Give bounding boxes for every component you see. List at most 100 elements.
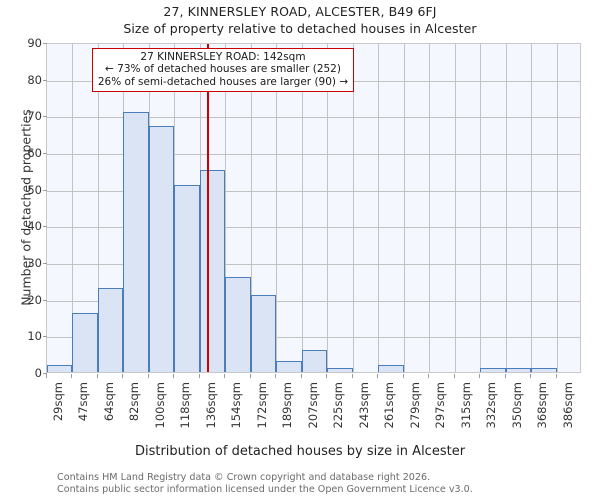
footer-line-1: Contains HM Land Registry data © Crown c…: [57, 472, 431, 483]
gridline: [72, 44, 73, 372]
x-axis-tick-mark: [71, 374, 73, 378]
chart-title: 27, KINNERSLEY ROAD, ALCESTER, B49 6FJ: [163, 4, 437, 19]
y-axis-tick-mark: [43, 79, 47, 81]
y-axis-tick-label: 0: [34, 366, 42, 380]
histogram-bar: [531, 368, 557, 372]
y-axis-tick-label: 20: [27, 292, 42, 307]
annotation-line-1: 27 KINNERSLEY ROAD: 142sqm: [140, 51, 306, 63]
x-axis-title: Distribution of detached houses by size …: [134, 444, 466, 459]
x-axis-tick-mark: [173, 374, 175, 378]
attribution-footer: Contains HM Land Registry data © Crown c…: [57, 472, 577, 496]
gridline: [327, 44, 328, 372]
histogram-bar: [327, 368, 353, 372]
histogram-bar: [480, 368, 506, 372]
histogram-bar: [148, 126, 175, 372]
x-axis-tick-label: 64sqm: [101, 382, 116, 422]
x-axis-tick-mark: [326, 374, 328, 378]
footer-line-2: Contains public sector information licen…: [57, 483, 473, 495]
x-axis-tick-label: 315sqm: [458, 382, 473, 429]
x-axis-tick-mark: [377, 374, 379, 378]
y-axis-tick-label: 80: [27, 72, 42, 87]
x-axis-tick-mark: [402, 374, 404, 378]
x-axis-tick-label: 368sqm: [535, 382, 550, 429]
property-size-marker-line: [206, 44, 209, 372]
annotation-line-3: 26% of semi-detached houses are larger (…: [97, 75, 349, 88]
gridline: [429, 44, 430, 372]
x-axis-tick-label: 261sqm: [382, 382, 397, 429]
x-axis-tick-mark: [147, 374, 149, 378]
histogram-bar: [72, 313, 98, 372]
x-axis-tick-label: 350sqm: [509, 382, 524, 429]
y-axis-tick-mark: [43, 226, 47, 228]
gridline: [557, 44, 558, 372]
property-annotation-box: 27 KINNERSLEY ROAD: 142sqm ← 73% of deta…: [92, 48, 354, 93]
y-axis-tick-label: 50: [27, 182, 42, 197]
histogram-bar: [225, 276, 251, 372]
y-axis-tick-mark: [43, 299, 47, 301]
x-axis-labels: 29sqm 47sqm 64sqm 82sqm 100sqm 118sqm 136sqm 15…: [46, 374, 581, 440]
y-axis-tick-mark: [43, 116, 47, 118]
y-axis-tick-mark: [43, 373, 47, 374]
gridline: [455, 44, 456, 372]
y-axis-tick-mark: [43, 153, 47, 154]
x-axis-tick-mark: [96, 374, 98, 378]
histogram-bar: [174, 185, 200, 372]
x-axis-tick-label: 279sqm: [407, 382, 422, 429]
x-axis-tick-mark: [555, 374, 557, 378]
x-axis-tick-mark: [479, 374, 481, 378]
gridline: [225, 44, 226, 372]
x-axis-tick-label: 332sqm: [484, 382, 499, 429]
x-axis-tick-label: 29sqm: [51, 382, 65, 422]
gridline: [47, 190, 580, 192]
histogram-bar: [250, 295, 277, 372]
gridline: [378, 44, 379, 372]
x-axis-tick-label: 118sqm: [178, 382, 193, 429]
x-axis-tick-label: 189sqm: [280, 382, 295, 429]
gridline: [98, 44, 99, 372]
x-axis-tick-mark: [428, 374, 430, 378]
histogram-bar: [505, 368, 532, 372]
gridline: [47, 227, 580, 229]
x-axis-tick-mark: [122, 374, 124, 378]
x-axis-tick-mark: [504, 374, 506, 378]
y-axis-tick-mark: [43, 263, 47, 264]
plot-area: [46, 43, 581, 373]
x-axis-tick-mark: [530, 374, 532, 378]
gridline: [47, 337, 580, 339]
y-axis-tick-label: 40: [27, 219, 42, 234]
x-axis-tick-label: 297sqm: [433, 382, 448, 429]
y-axis-tick-label: 30: [27, 256, 42, 270]
x-axis-tick-label: 154sqm: [229, 382, 244, 429]
annotation-line-2: ← 73% of detached houses are smaller (25…: [105, 63, 341, 76]
x-axis-tick-label: 386sqm: [560, 382, 575, 429]
gridline: [251, 44, 252, 372]
gridline: [302, 44, 303, 372]
x-axis-tick-mark: [249, 374, 251, 378]
x-axis-tick-mark: [453, 374, 455, 378]
y-axis-tick-label: 10: [27, 329, 42, 344]
gridline: [276, 44, 277, 372]
gridline: [404, 44, 405, 372]
histogram-bar: [276, 361, 302, 372]
gridline: [506, 44, 507, 372]
y-axis-tick-label: 60: [27, 146, 42, 160]
gridline: [47, 264, 580, 265]
x-axis-tick-label: 207sqm: [305, 382, 320, 429]
y-axis-tick-mark: [43, 43, 47, 44]
y-axis-tick-label: 70: [27, 109, 42, 124]
histogram-bar: [97, 287, 124, 372]
x-axis-tick-mark: [198, 374, 200, 378]
histogram-bar: [123, 111, 149, 372]
gridline: [480, 44, 481, 372]
histogram-bar: [378, 364, 404, 372]
histogram-bar: [199, 170, 226, 372]
gridline: [353, 44, 354, 372]
x-axis-tick-mark: [351, 374, 353, 378]
x-axis-tick-label: 100sqm: [152, 382, 167, 429]
gridline: [47, 117, 580, 119]
gridline: [47, 154, 580, 155]
x-axis-tick-mark: [224, 374, 226, 378]
x-axis-tick-label: 172sqm: [254, 382, 269, 429]
x-axis-tick-mark: [300, 374, 302, 378]
